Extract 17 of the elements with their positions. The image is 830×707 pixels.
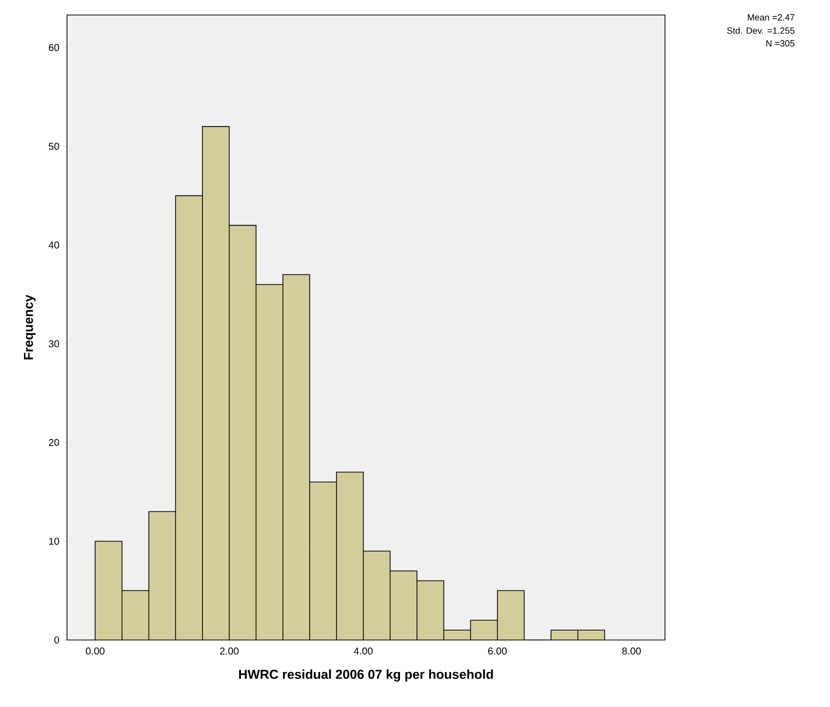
y-tick-label: 40 (48, 242, 60, 249)
y-tick-label: 20 (48, 438, 60, 446)
text: N =305 (766, 40, 794, 47)
x-tick-label: 4.00 (354, 648, 373, 655)
y-tick-label: 0 (54, 636, 60, 644)
x-tick-label: 0.00 (86, 648, 104, 655)
y-tick-label: 50 (48, 142, 60, 150)
x-tick-label: 8.00 (622, 648, 641, 655)
y-tick-label: 60 (48, 44, 60, 52)
text: Std. Dev. =1.255 (727, 27, 794, 34)
x-tick-label: 2.00 (220, 648, 239, 655)
y-tick-label: 10 (49, 538, 60, 545)
text: Mean =2.47 (748, 14, 794, 21)
y-axis-title: Frequency (24, 294, 36, 360)
y-tick-label: 30 (48, 340, 60, 348)
x-tick-label: 6.00 (488, 648, 507, 655)
x-axis-title: HWRC residual 2006 07 kg per household (239, 669, 493, 682)
